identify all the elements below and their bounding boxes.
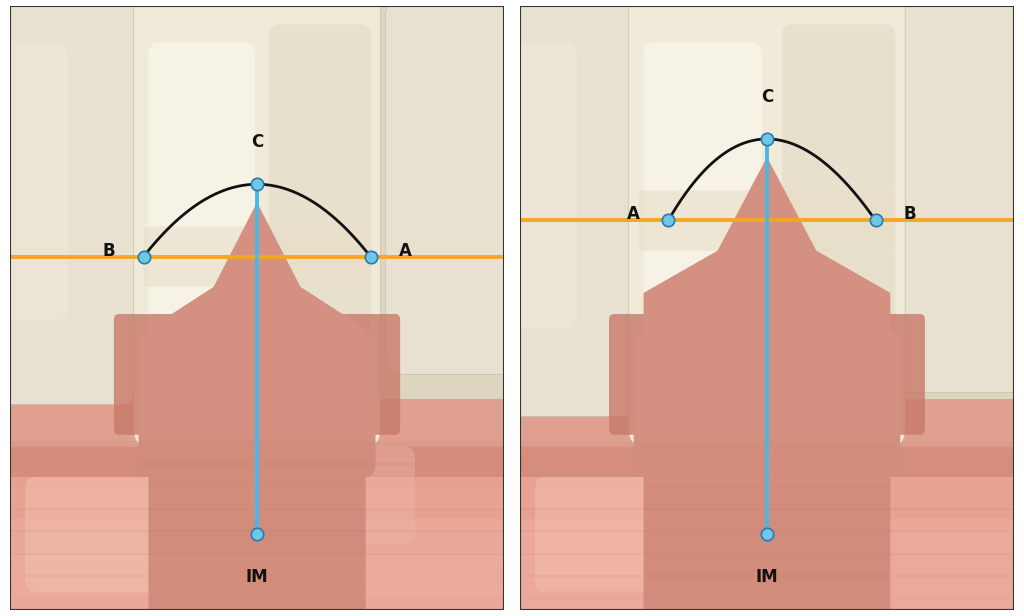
Polygon shape [148, 202, 366, 610]
FancyBboxPatch shape [138, 332, 376, 477]
Bar [520, 530, 1014, 554]
Bar [10, 447, 504, 513]
FancyBboxPatch shape [143, 227, 371, 287]
FancyBboxPatch shape [535, 477, 727, 592]
Bar [10, 441, 504, 465]
Bar [10, 463, 504, 487]
FancyBboxPatch shape [471, 0, 658, 416]
Bar [10, 598, 504, 616]
Bar [10, 477, 504, 610]
FancyBboxPatch shape [644, 43, 762, 381]
FancyBboxPatch shape [25, 477, 217, 592]
Bar [520, 6, 1014, 399]
Bar [520, 392, 1014, 459]
Bar [520, 338, 1014, 405]
Text: B: B [904, 205, 916, 224]
FancyBboxPatch shape [886, 0, 1024, 392]
FancyBboxPatch shape [0, 43, 68, 320]
FancyBboxPatch shape [271, 447, 415, 543]
Bar [10, 392, 504, 459]
Bar [10, 508, 504, 532]
Point [867, 216, 884, 225]
Text: B: B [102, 241, 116, 260]
Bar [520, 553, 1014, 577]
Text: IM: IM [756, 567, 778, 586]
Text: C: C [251, 133, 263, 151]
FancyBboxPatch shape [629, 0, 905, 447]
FancyBboxPatch shape [114, 314, 183, 435]
Point [362, 252, 379, 262]
Bar [10, 556, 504, 616]
FancyBboxPatch shape [609, 314, 678, 435]
Bar [520, 508, 1014, 532]
Polygon shape [644, 157, 890, 610]
Bar [520, 556, 1014, 616]
FancyBboxPatch shape [331, 314, 400, 435]
Bar [10, 530, 504, 554]
FancyBboxPatch shape [639, 190, 895, 251]
Point [249, 529, 265, 540]
FancyBboxPatch shape [385, 0, 553, 375]
Point [759, 134, 775, 144]
FancyBboxPatch shape [0, 0, 138, 405]
Point [759, 529, 775, 540]
Bar [10, 553, 504, 577]
Bar [520, 485, 1014, 510]
FancyBboxPatch shape [634, 332, 900, 477]
Text: A: A [628, 205, 640, 224]
Text: C: C [761, 87, 773, 106]
FancyBboxPatch shape [133, 0, 381, 447]
Point [135, 252, 152, 262]
Bar [520, 441, 1014, 465]
FancyBboxPatch shape [148, 43, 255, 381]
Bar [10, 501, 504, 567]
Bar [10, 338, 504, 405]
Bar [10, 519, 504, 610]
Bar [520, 463, 1014, 487]
Bar [520, 575, 1014, 599]
Text: A: A [398, 241, 412, 260]
FancyBboxPatch shape [490, 43, 577, 328]
Point [249, 179, 265, 189]
Bar [10, 575, 504, 599]
Bar [520, 519, 1014, 610]
Bar [520, 447, 1014, 513]
Bar [520, 501, 1014, 567]
FancyBboxPatch shape [269, 24, 371, 381]
Text: IM: IM [246, 567, 268, 586]
Bar [520, 598, 1014, 616]
Bar [10, 6, 504, 399]
FancyBboxPatch shape [856, 314, 925, 435]
Point [660, 216, 677, 225]
Bar [520, 477, 1014, 610]
FancyBboxPatch shape [781, 24, 895, 381]
Bar [10, 485, 504, 510]
